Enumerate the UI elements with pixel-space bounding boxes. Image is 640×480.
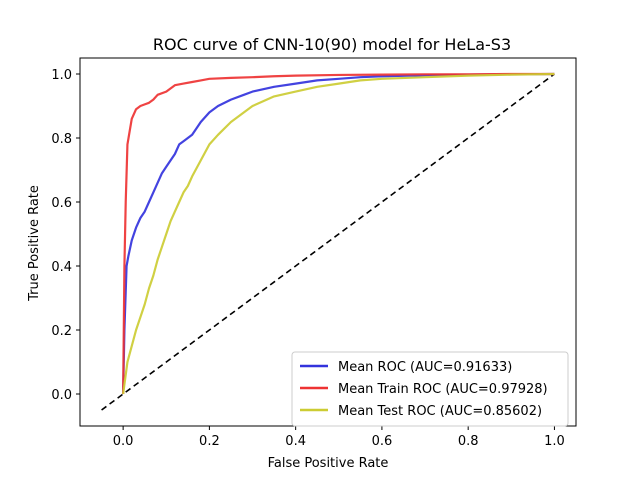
x-tick-label: 0.4	[285, 434, 306, 449]
x-tick-label: 0.6	[372, 434, 393, 449]
reference-diagonal-line	[101, 73, 555, 411]
x-tick-label: 0.8	[458, 434, 479, 449]
legend-box	[291, 351, 569, 427]
series-line-2	[122, 72, 555, 395]
legend-entry: Mean Train ROC (AUC=0.97928)	[338, 382, 548, 397]
y-tick-label: 0.6	[51, 196, 72, 211]
series-line-0	[122, 72, 555, 395]
axes: 0.0 0.2 0.4 0.6 0.8 1.0 0.0 0.2 0.4 0.6 0.8 1.0	[51, 57, 577, 449]
x-tick-label: 1.0	[544, 434, 565, 449]
y-axis-label: True Positive Rate	[27, 185, 42, 302]
y-tick-label: 0.4	[51, 260, 72, 275]
plot-area	[101, 72, 555, 411]
chart-title: ROC curve of CNN-10(90) model for HeLa-S…	[153, 35, 511, 54]
y-tick-label: 0.0	[51, 388, 72, 403]
legend-entry: Mean Test ROC (AUC=0.85602)	[338, 404, 542, 419]
series-line-1	[122, 72, 555, 395]
x-tick-label: 0.0	[113, 434, 134, 449]
legend: Mean ROC (AUC=0.91633) Mean Train ROC (AU…	[291, 351, 569, 427]
y-tick-label: 1.0	[51, 68, 72, 83]
x-axis-label: False Positive Rate	[268, 456, 389, 471]
y-tick-label: 0.2	[51, 324, 72, 339]
x-tick-label: 0.2	[199, 434, 220, 449]
legend-entry: Mean ROC (AUC=0.91633)	[338, 360, 512, 375]
y-tick-label: 0.8	[51, 132, 72, 147]
